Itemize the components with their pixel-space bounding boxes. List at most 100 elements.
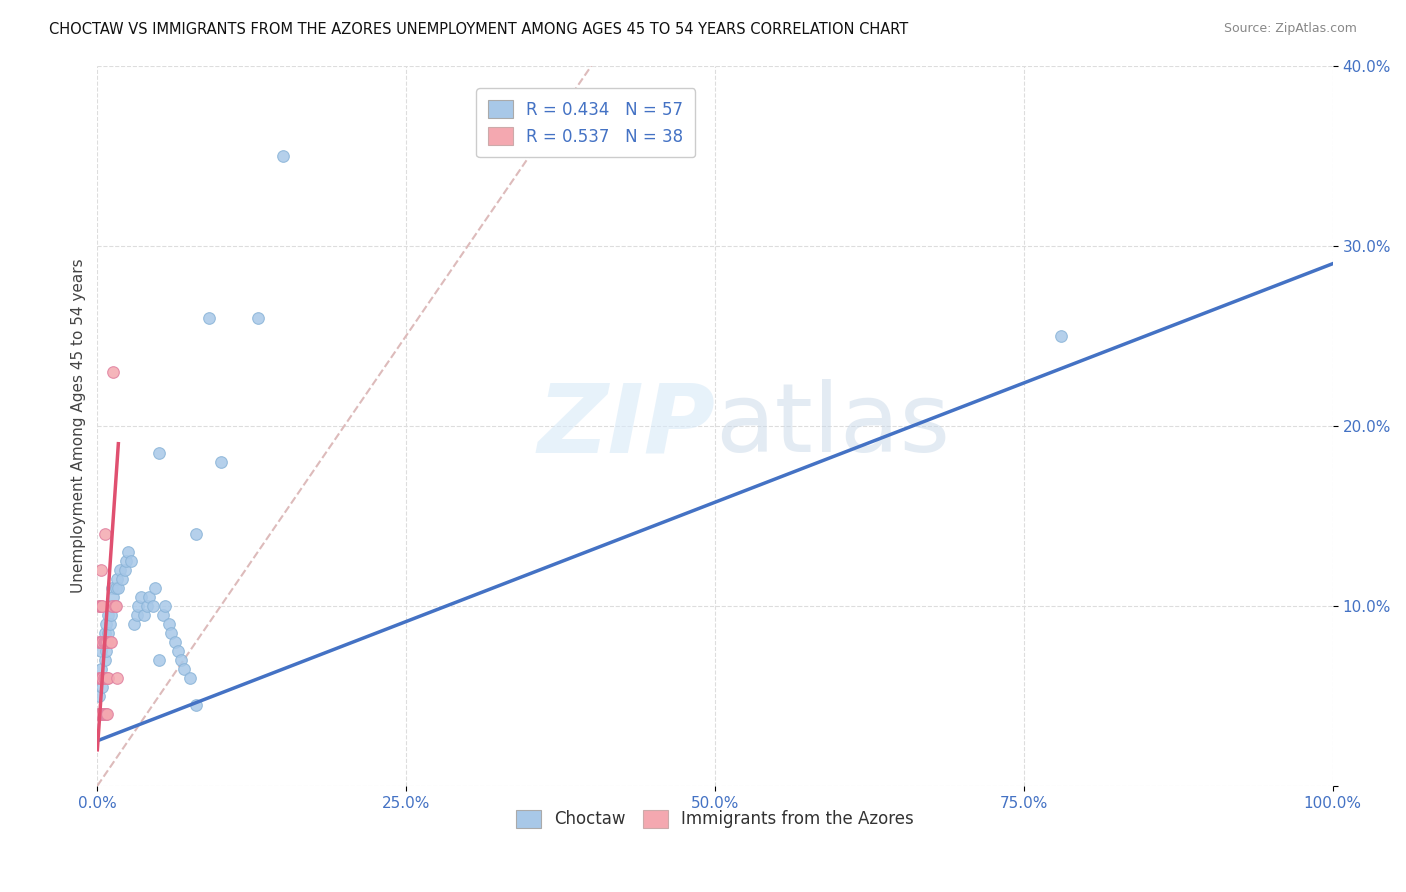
- Point: [209, 455, 232, 469]
- Point: [124, 616, 146, 631]
- Point: [96, 634, 118, 648]
- Point: [90, 634, 112, 648]
- Point: [93, 634, 115, 648]
- Point: [91, 634, 114, 648]
- Point: [152, 607, 174, 622]
- Point: [129, 590, 152, 604]
- Point: [100, 607, 122, 622]
- Point: [166, 644, 188, 658]
- Point: [125, 607, 148, 622]
- Point: [111, 572, 134, 586]
- Point: [142, 599, 165, 613]
- Point: [135, 599, 157, 613]
- Point: [117, 545, 139, 559]
- Point: [134, 607, 156, 622]
- Point: [98, 599, 121, 613]
- Point: [1050, 328, 1073, 343]
- Point: [127, 599, 149, 613]
- Point: [103, 590, 125, 604]
- Point: [89, 671, 111, 685]
- Point: [94, 671, 117, 685]
- Text: Source: ZipAtlas.com: Source: ZipAtlas.com: [1223, 22, 1357, 36]
- Point: [96, 634, 118, 648]
- Point: [148, 446, 170, 460]
- Point: [145, 581, 167, 595]
- Point: [101, 599, 124, 613]
- Point: [186, 526, 208, 541]
- Point: [87, 634, 110, 648]
- Point: [94, 526, 117, 541]
- Point: [94, 634, 117, 648]
- Point: [90, 563, 112, 577]
- Point: [94, 616, 117, 631]
- Point: [90, 599, 112, 613]
- Point: [108, 563, 131, 577]
- Point: [96, 671, 118, 685]
- Point: [93, 706, 115, 721]
- Point: [87, 689, 110, 703]
- Point: [107, 581, 129, 595]
- Point: [90, 662, 112, 676]
- Point: [155, 599, 177, 613]
- Point: [138, 590, 160, 604]
- Point: [89, 706, 111, 721]
- Point: [104, 599, 127, 613]
- Point: [90, 671, 112, 685]
- Point: [170, 653, 193, 667]
- Legend: Choctaw, Immigrants from the Azores: Choctaw, Immigrants from the Azores: [509, 803, 921, 835]
- Point: [97, 607, 120, 622]
- Point: [104, 599, 127, 613]
- Point: [94, 644, 117, 658]
- Point: [94, 625, 117, 640]
- Y-axis label: Unemployment Among Ages 45 to 54 years: Unemployment Among Ages 45 to 54 years: [72, 259, 86, 593]
- Point: [101, 599, 124, 613]
- Point: [97, 671, 120, 685]
- Point: [173, 662, 195, 676]
- Point: [104, 581, 127, 595]
- Point: [91, 599, 114, 613]
- Point: [246, 310, 269, 325]
- Point: [114, 563, 136, 577]
- Point: [148, 653, 170, 667]
- Text: ZIP: ZIP: [537, 379, 716, 472]
- Point: [87, 671, 110, 685]
- Point: [197, 310, 219, 325]
- Point: [98, 634, 121, 648]
- Point: [90, 706, 112, 721]
- Point: [93, 671, 115, 685]
- Point: [120, 554, 142, 568]
- Point: [186, 698, 208, 712]
- Point: [114, 554, 136, 568]
- Point: [179, 671, 201, 685]
- Point: [87, 599, 110, 613]
- Point: [94, 653, 117, 667]
- Point: [165, 634, 187, 648]
- Point: [100, 634, 122, 648]
- Point: [160, 625, 183, 640]
- Point: [101, 581, 124, 595]
- Text: CHOCTAW VS IMMIGRANTS FROM THE AZORES UNEMPLOYMENT AMONG AGES 45 TO 54 YEARS COR: CHOCTAW VS IMMIGRANTS FROM THE AZORES UN…: [49, 22, 908, 37]
- Point: [94, 706, 117, 721]
- Point: [91, 680, 114, 694]
- Point: [103, 365, 125, 379]
- Point: [94, 634, 117, 648]
- Point: [89, 599, 111, 613]
- Point: [157, 616, 180, 631]
- Point: [94, 706, 117, 721]
- Point: [91, 706, 114, 721]
- Point: [105, 572, 128, 586]
- Point: [98, 616, 121, 631]
- Point: [87, 706, 110, 721]
- Point: [105, 671, 128, 685]
- Point: [89, 706, 111, 721]
- Text: atlas: atlas: [716, 379, 950, 472]
- Point: [104, 599, 127, 613]
- Point: [271, 148, 294, 162]
- Point: [97, 625, 120, 640]
- Point: [94, 671, 117, 685]
- Point: [91, 671, 114, 685]
- Point: [89, 634, 111, 648]
- Point: [90, 644, 112, 658]
- Point: [93, 671, 115, 685]
- Point: [93, 634, 115, 648]
